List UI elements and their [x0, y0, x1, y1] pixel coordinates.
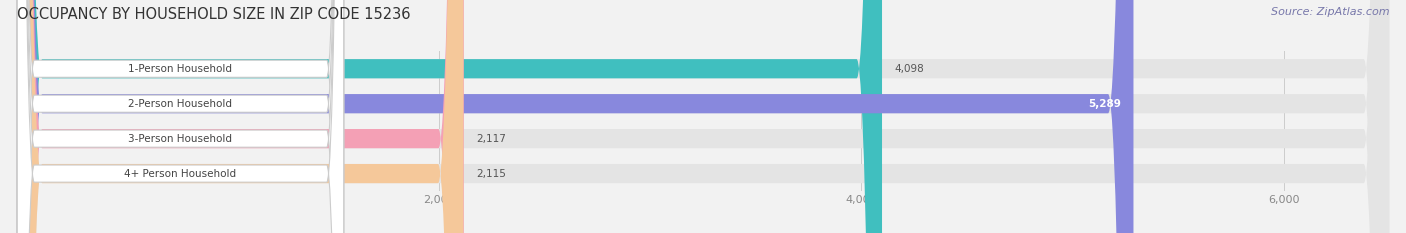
Text: 5,289: 5,289 [1088, 99, 1121, 109]
Text: 2-Person Household: 2-Person Household [128, 99, 232, 109]
FancyBboxPatch shape [17, 0, 1389, 233]
Text: 3-Person Household: 3-Person Household [128, 134, 232, 144]
FancyBboxPatch shape [17, 0, 1389, 233]
FancyBboxPatch shape [17, 0, 464, 233]
Text: Source: ZipAtlas.com: Source: ZipAtlas.com [1271, 7, 1389, 17]
Text: 2,115: 2,115 [477, 169, 506, 178]
Text: 4,098: 4,098 [894, 64, 924, 74]
FancyBboxPatch shape [17, 0, 343, 233]
FancyBboxPatch shape [17, 0, 1389, 233]
FancyBboxPatch shape [17, 0, 343, 233]
Text: OCCUPANCY BY HOUSEHOLD SIZE IN ZIP CODE 15236: OCCUPANCY BY HOUSEHOLD SIZE IN ZIP CODE … [17, 7, 411, 22]
FancyBboxPatch shape [17, 0, 464, 233]
FancyBboxPatch shape [17, 0, 1389, 233]
Text: 4+ Person Household: 4+ Person Household [124, 169, 236, 178]
FancyBboxPatch shape [17, 0, 343, 233]
Text: 2,117: 2,117 [477, 134, 506, 144]
FancyBboxPatch shape [17, 0, 343, 233]
FancyBboxPatch shape [17, 0, 882, 233]
FancyBboxPatch shape [17, 0, 1133, 233]
Text: 1-Person Household: 1-Person Household [128, 64, 232, 74]
